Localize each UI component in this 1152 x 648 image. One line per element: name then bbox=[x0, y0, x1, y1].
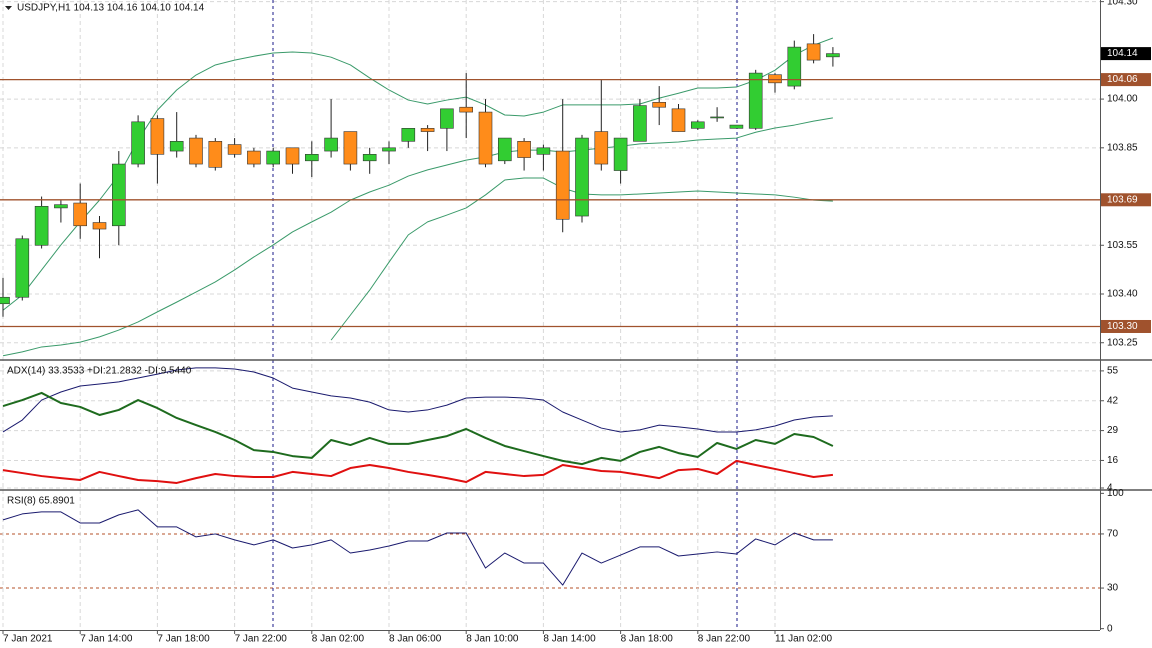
candle-body bbox=[497, 137, 512, 162]
candle-body bbox=[131, 121, 145, 165]
candle-body bbox=[575, 137, 589, 217]
x-tick-label: 7 Jan 14:00 bbox=[80, 634, 133, 645]
candle-body bbox=[150, 118, 165, 155]
candle-body bbox=[304, 154, 319, 162]
y-tick-label: 29 bbox=[1107, 425, 1119, 436]
candle-body bbox=[478, 111, 493, 165]
candle-body bbox=[806, 43, 821, 61]
candle-body bbox=[34, 205, 49, 246]
candle-body bbox=[671, 108, 686, 132]
y-tick-label: 103.25 bbox=[1107, 337, 1138, 348]
candle-body bbox=[787, 46, 802, 87]
candle-body bbox=[710, 116, 724, 119]
candle-body bbox=[362, 154, 377, 162]
x-tick-label: 8 Jan 18:00 bbox=[621, 634, 674, 645]
candle-body bbox=[420, 128, 435, 132]
main-title: USDJPY,H1 104.13 104.16 104.10 104.14 bbox=[17, 3, 205, 14]
candle-body bbox=[73, 202, 87, 227]
indicator-line bbox=[2, 391, 834, 466]
panel-marks bbox=[2, 367, 834, 484]
candle-body bbox=[285, 147, 300, 165]
candle-body bbox=[594, 131, 609, 165]
y-tick-label: 0 bbox=[1107, 623, 1113, 634]
candle-body bbox=[729, 124, 744, 129]
y-tick-label: 100 bbox=[1107, 488, 1124, 499]
candle-body bbox=[440, 108, 454, 129]
candle-body bbox=[555, 150, 570, 220]
panel-marks bbox=[2, 509, 833, 586]
indicator-line bbox=[2, 509, 833, 586]
last-price-box bbox=[1101, 47, 1151, 61]
level-label: 104.06 bbox=[1107, 74, 1138, 85]
title-menu-icon bbox=[5, 6, 12, 10]
candle-body bbox=[536, 147, 551, 155]
candle-body bbox=[247, 150, 261, 165]
x-tick-label: 11 Jan 02:00 bbox=[775, 634, 833, 645]
rsi-title: RSI(8) 65.8901 bbox=[7, 496, 75, 507]
candle-body bbox=[768, 74, 782, 84]
candle-body bbox=[401, 128, 416, 142]
candle-body bbox=[0, 296, 10, 305]
level-label-box bbox=[1101, 193, 1151, 207]
level-label-box bbox=[1101, 73, 1151, 87]
y-tick-label: 70 bbox=[1107, 529, 1119, 540]
indicator-line bbox=[2, 117, 833, 357]
y-tick-label: 103.55 bbox=[1107, 240, 1138, 251]
y-tick-label: 104.30 bbox=[1107, 0, 1138, 7]
x-tick-label: 8 Jan 10:00 bbox=[466, 634, 519, 645]
candle-body bbox=[15, 238, 30, 298]
y-tick-label: 104.00 bbox=[1107, 94, 1138, 105]
candle-body bbox=[690, 121, 705, 129]
y-tick-label: 42 bbox=[1107, 395, 1119, 406]
panel-marks bbox=[0, 34, 840, 357]
level-label: 103.30 bbox=[1107, 321, 1138, 332]
x-tick-label: 8 Jan 06:00 bbox=[389, 634, 442, 645]
candle-body bbox=[748, 72, 763, 129]
indicator-line bbox=[2, 367, 833, 433]
candle-body bbox=[459, 106, 474, 113]
x-tick-label: 7 Jan 2021 bbox=[3, 634, 53, 645]
x-tick-label: 7 Jan 18:00 bbox=[157, 634, 210, 645]
candle-body bbox=[112, 163, 126, 227]
x-tick-label: 8 Jan 02:00 bbox=[312, 634, 365, 645]
candle-body bbox=[382, 147, 396, 152]
y-tick-label: 103.85 bbox=[1107, 142, 1138, 153]
candle-body bbox=[169, 141, 184, 152]
y-tick-label: 30 bbox=[1107, 583, 1119, 594]
candle-body bbox=[826, 53, 840, 58]
y-tick-label: 103.40 bbox=[1107, 289, 1138, 300]
candle-body bbox=[208, 141, 223, 168]
x-tick-label: 8 Jan 22:00 bbox=[698, 634, 751, 645]
candle-body bbox=[266, 150, 281, 165]
candle-body bbox=[613, 137, 628, 171]
candle-body bbox=[517, 141, 531, 158]
candle-body bbox=[324, 137, 338, 152]
level-label: 103.69 bbox=[1107, 194, 1138, 205]
x-tick-label: 7 Jan 22:00 bbox=[235, 634, 288, 645]
candle-body bbox=[227, 144, 242, 155]
last-price-label: 104.14 bbox=[1107, 48, 1138, 59]
candle-body bbox=[189, 137, 203, 165]
candle-body bbox=[633, 105, 647, 142]
candle-body bbox=[652, 102, 667, 108]
marks-layer bbox=[0, 34, 1100, 586]
adx-title: ADX(14) 33.3533 +DI:21.2832 -DI:9.5440 bbox=[7, 366, 192, 377]
level-label-box bbox=[1101, 319, 1151, 333]
y-tick-label: 4 bbox=[1107, 483, 1113, 494]
candle-body bbox=[343, 131, 358, 165]
candle-body bbox=[92, 222, 107, 230]
x-tick-label: 8 Jan 14:00 bbox=[543, 634, 596, 645]
candle-body bbox=[54, 204, 68, 209]
y-tick-label: 16 bbox=[1107, 455, 1119, 466]
y-tick-label: 55 bbox=[1107, 366, 1119, 377]
indicator-line bbox=[2, 459, 834, 484]
